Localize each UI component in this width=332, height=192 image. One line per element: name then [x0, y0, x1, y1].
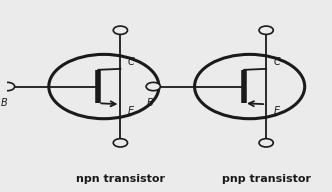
- Text: pnp transistor: pnp transistor: [222, 174, 311, 184]
- Text: B: B: [147, 98, 153, 108]
- Text: C: C: [127, 57, 134, 67]
- Text: E: E: [273, 106, 280, 116]
- Circle shape: [259, 139, 273, 147]
- Text: npn transistor: npn transistor: [76, 174, 165, 184]
- Text: E: E: [127, 106, 134, 116]
- Text: B: B: [1, 98, 8, 108]
- Circle shape: [146, 82, 160, 91]
- Circle shape: [113, 26, 127, 34]
- Text: C: C: [273, 57, 280, 67]
- Circle shape: [113, 139, 127, 147]
- Circle shape: [259, 26, 273, 34]
- Circle shape: [0, 82, 15, 91]
